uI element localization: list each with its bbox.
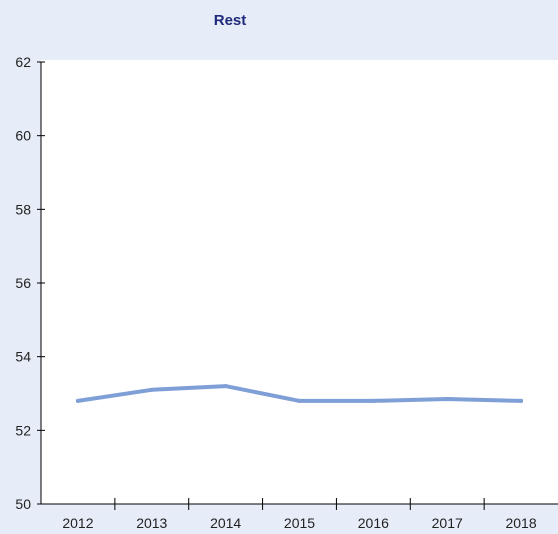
data-point-2018 [519, 398, 524, 403]
x-tick-label: 2016 [358, 515, 389, 531]
x-tick-label: 2018 [505, 515, 536, 531]
y-tick-label: 52 [15, 422, 31, 438]
plot-area [41, 60, 558, 504]
data-point-2016 [371, 398, 376, 403]
data-point-2017 [445, 397, 450, 402]
x-tick-label: 2014 [210, 515, 241, 531]
x-tick-label: 2012 [62, 515, 93, 531]
y-tick-label: 50 [15, 496, 31, 512]
chart-title: Rest [213, 12, 247, 29]
axes: 50 52 54 56 58 60 62 2012 2013 2014 2015 2016 2017 20… [15, 54, 558, 531]
data-point-2012 [75, 398, 80, 403]
data-point-2015 [297, 398, 302, 403]
y-tick-label: 60 [15, 128, 31, 144]
data-point-2014 [223, 384, 228, 389]
series-layer [75, 384, 524, 403]
x-tick-label: 2015 [284, 515, 315, 531]
y-tick-label: 56 [15, 275, 31, 291]
y-tick-label: 62 [15, 54, 31, 70]
x-tick-label: 2017 [432, 515, 463, 531]
y-tick-label: 54 [15, 349, 31, 365]
x-tick-label: 2013 [136, 515, 167, 531]
y-tick-label: 58 [15, 201, 31, 217]
data-point-2013 [149, 387, 154, 392]
